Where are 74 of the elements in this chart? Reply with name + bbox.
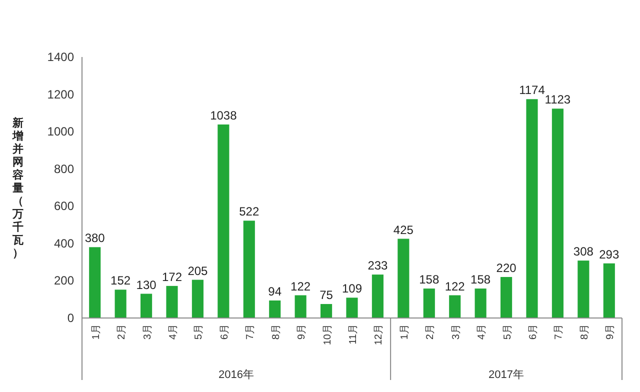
x-tick-label: 10月 — [322, 324, 334, 346]
data-label: 380 — [84, 231, 106, 246]
bar — [140, 294, 152, 318]
x-tick-label: 2月 — [425, 324, 436, 340]
x-tick-label: 1月 — [90, 324, 102, 340]
data-label: 158 — [470, 272, 491, 287]
bar — [89, 247, 101, 318]
bar — [552, 108, 564, 318]
text: 新增并网容量（万千瓦） — [12, 118, 24, 260]
y-tick-label: 800 — [54, 162, 74, 176]
x-tick-label: 5月 — [194, 324, 205, 340]
x-tick-label: 9月 — [605, 324, 616, 340]
bar — [166, 286, 178, 318]
data-label: 293 — [599, 247, 620, 262]
data-label: 233 — [368, 258, 388, 273]
text: 2017年 — [488, 369, 524, 381]
text: 2016年 — [218, 369, 254, 381]
bar — [526, 99, 538, 318]
x-tick-label: 7月 — [554, 324, 565, 340]
bar — [192, 280, 204, 318]
data-label: 1174 — [519, 83, 546, 98]
x-tick-label: 7月 — [245, 324, 256, 340]
bar — [114, 290, 126, 318]
bar — [474, 288, 486, 318]
x-tick-label: 6月 — [528, 324, 539, 340]
bar — [346, 298, 358, 318]
x-tick-label: 4月 — [476, 324, 488, 340]
x-tick-label: 12月 — [374, 324, 385, 346]
bar — [423, 288, 435, 318]
data-label: 425 — [393, 222, 414, 237]
y-tick-label: 200 — [54, 274, 74, 288]
data-label: 308 — [573, 244, 594, 259]
x-tick-label: 6月 — [219, 324, 230, 340]
bar — [449, 295, 461, 318]
x-tick-label: 3月 — [142, 324, 154, 340]
data-label: 1123 — [544, 92, 571, 107]
bar — [398, 238, 410, 318]
bar — [294, 295, 306, 318]
x-tick-label: 9月 — [296, 324, 308, 340]
x-tick-label: 11月 — [348, 324, 359, 344]
bar — [218, 124, 230, 318]
bar — [372, 274, 384, 318]
y-tick-label: 400 — [54, 236, 74, 250]
x-tick-label: 8月 — [579, 324, 590, 340]
x-tick-label: 3月 — [450, 324, 462, 340]
data-label: 94 — [268, 284, 282, 298]
data-label: 109 — [342, 282, 362, 296]
data-label: 220 — [496, 260, 517, 275]
x-tick-label: 8月 — [270, 324, 282, 340]
bar — [269, 300, 281, 318]
bar — [500, 276, 512, 318]
data-label: 522 — [239, 204, 260, 219]
data-label: 152 — [110, 274, 131, 288]
data-label: 158 — [419, 272, 440, 287]
y-tick-label: 0 — [67, 311, 74, 325]
bar — [243, 220, 255, 318]
bar — [320, 304, 332, 318]
x-tick-label: 1月 — [399, 324, 410, 340]
data-label: 205 — [188, 264, 208, 278]
y-tick-label: 1400 — [47, 50, 74, 64]
data-label: 122 — [290, 279, 311, 294]
bar — [603, 263, 615, 318]
data-label: 75 — [320, 288, 334, 302]
y-tick-label: 600 — [54, 199, 74, 214]
data-label: 122 — [444, 279, 466, 294]
y-tick-label: 1000 — [47, 124, 74, 139]
data-label: 172 — [162, 270, 182, 284]
bar — [578, 260, 590, 318]
x-tick-label: 2月 — [116, 324, 128, 340]
x-tick-label: 4月 — [168, 324, 179, 340]
x-tick-label: 5月 — [502, 324, 514, 340]
y-tick-label: 1200 — [47, 87, 74, 102]
data-label: 1038 — [210, 108, 238, 122]
data-label: 130 — [136, 278, 157, 292]
